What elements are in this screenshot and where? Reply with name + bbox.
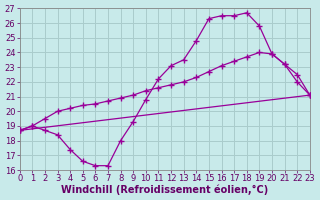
X-axis label: Windchill (Refroidissement éolien,°C): Windchill (Refroidissement éolien,°C) [61, 185, 268, 195]
